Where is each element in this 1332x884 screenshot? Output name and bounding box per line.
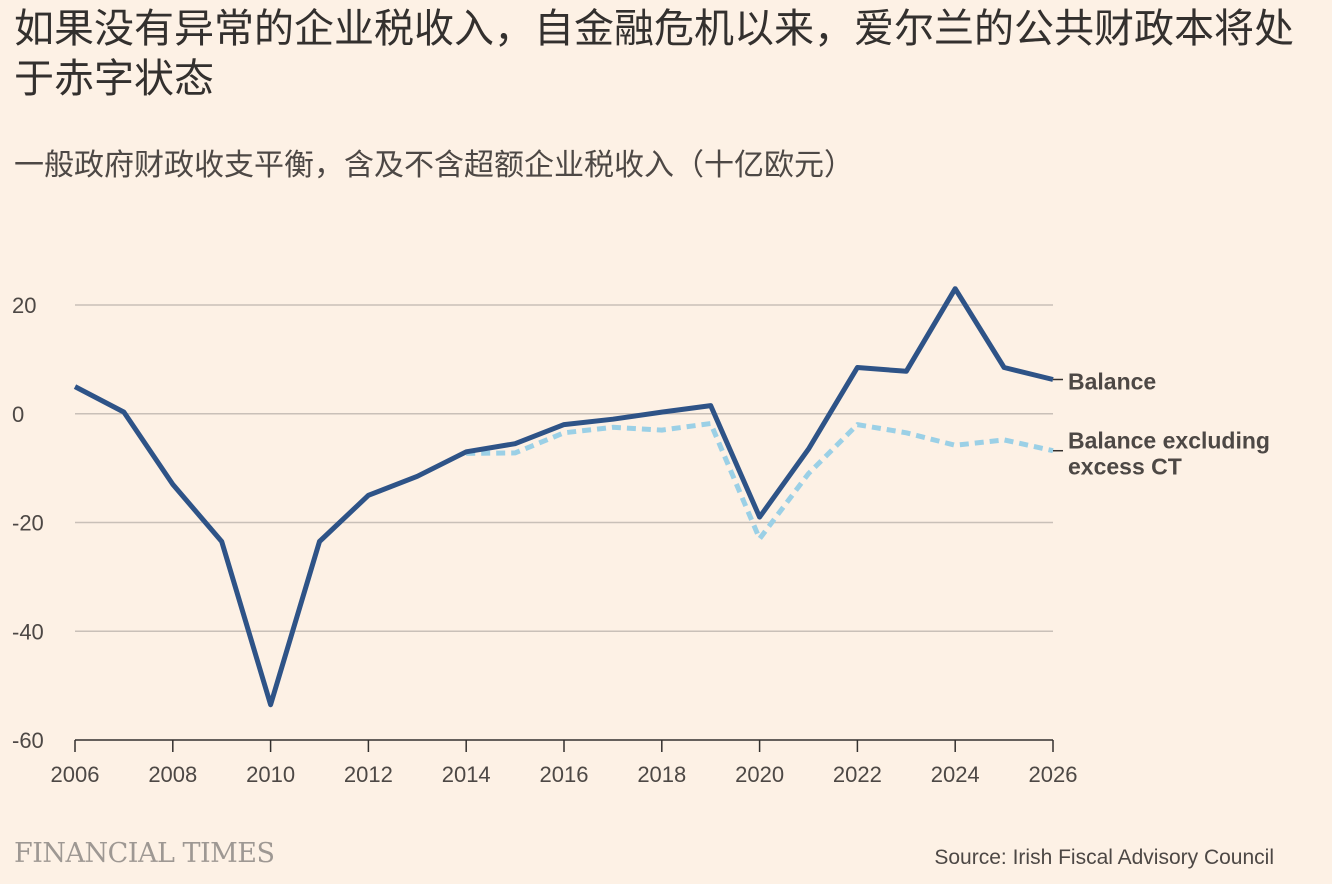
x-tick-label: 2026 xyxy=(1029,762,1078,787)
x-axis-tick-labels: 2006 2008 2010 2012 2014 2016 2018 2020 2022 2024… xyxy=(51,762,1078,787)
x-tick-label: 2010 xyxy=(246,762,295,787)
x-tick-label: 2008 xyxy=(148,762,197,787)
y-tick-label: 0 xyxy=(12,402,24,427)
series-label-balance: Balance xyxy=(1068,368,1156,394)
series-label-balance-excluding-line: Balance excluding xyxy=(1068,428,1270,454)
series-lines xyxy=(73,286,1054,708)
y-tick-label: -20 xyxy=(12,511,44,536)
series-line-balance xyxy=(73,286,1054,708)
chart-title: 如果没有异常的企业税收入，自金融危机以来，爱尔兰的公共财政本将处于赤字状态 xyxy=(14,6,1294,102)
series-label-balance-excluding-line: excess CT xyxy=(1068,454,1182,480)
y-axis-tick-labels: 20 0 -20 -40 -60 xyxy=(12,293,44,753)
source-note: Source: Irish Fiscal Advisory Council xyxy=(934,846,1274,869)
x-axis xyxy=(74,739,1054,752)
x-tick-label: 2014 xyxy=(442,762,491,787)
ft-logo: FINANCIAL TIMES xyxy=(14,838,275,869)
y-tick-label: -40 xyxy=(12,619,44,644)
x-tick-label: 2006 xyxy=(51,762,100,787)
x-tick-label: 2018 xyxy=(637,762,686,787)
x-tick-label: 2016 xyxy=(540,762,589,787)
y-tick-label: 20 xyxy=(12,293,36,318)
chart-subtitle: 一般政府财政收支平衡，含及不含超额企业税收入（十亿欧元） xyxy=(14,148,854,183)
gridlines xyxy=(75,304,1053,632)
series-line-balance-excluding-excess-ct xyxy=(466,421,1054,542)
x-tick-label: 2012 xyxy=(344,762,393,787)
x-tick-label: 2024 xyxy=(931,762,980,787)
y-tick-label: -60 xyxy=(12,728,44,753)
x-tick-label: 2020 xyxy=(735,762,784,787)
x-tick-label: 2022 xyxy=(833,762,882,787)
